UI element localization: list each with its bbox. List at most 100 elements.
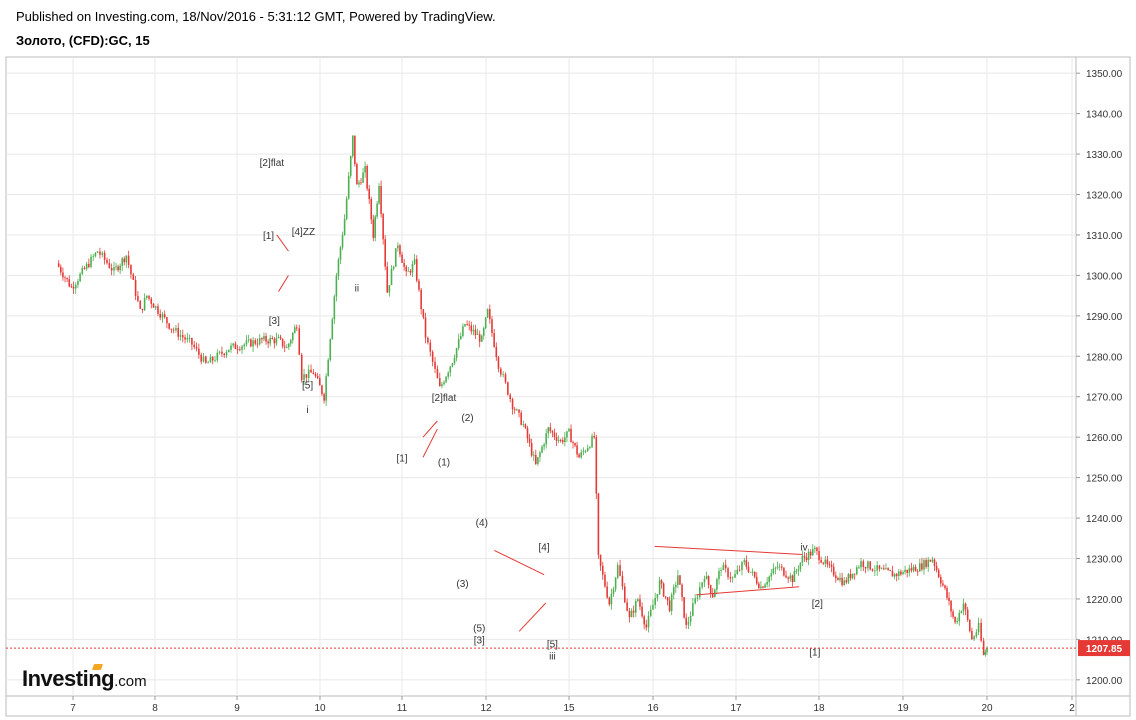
- candle-body: [356, 164, 358, 185]
- candle-body: [944, 585, 946, 589]
- candle-body: [429, 342, 432, 352]
- candle-body: [770, 573, 773, 577]
- candle-body: [397, 245, 399, 249]
- wave-trend-line: [494, 549, 545, 576]
- candle-body: [64, 277, 66, 279]
- candle-body: [256, 343, 259, 345]
- candle-body: [933, 559, 936, 566]
- candle-body: [413, 259, 416, 264]
- candle-body: [150, 298, 153, 304]
- candle-body: [486, 309, 489, 318]
- candle-body: [634, 601, 637, 613]
- candle-body: [431, 351, 434, 362]
- wave-label: (3): [456, 579, 468, 590]
- candle-body: [374, 216, 377, 238]
- candle-body: [843, 580, 845, 585]
- candle-body: [822, 562, 825, 564]
- candle-body: [137, 295, 139, 301]
- logo-domain: .com: [114, 673, 147, 690]
- candle-body: [163, 314, 166, 318]
- candle-body: [880, 568, 883, 570]
- candle-body: [101, 252, 104, 255]
- candle-body: [561, 440, 564, 443]
- candle-body: [245, 340, 248, 345]
- candle-body: [564, 437, 566, 443]
- candle-body: [906, 569, 908, 573]
- candle-body: [785, 575, 787, 578]
- candle-body: [119, 265, 121, 271]
- y-tick-label: 1300.00: [1086, 271, 1123, 282]
- candle-body: [175, 327, 177, 331]
- candle-body: [422, 309, 425, 318]
- candle-body: [424, 317, 427, 338]
- candle-body: [211, 357, 214, 361]
- candle-body: [427, 337, 429, 343]
- candle-body: [869, 561, 872, 570]
- wave-label: [2]flat: [432, 393, 457, 404]
- candle-body: [134, 279, 137, 296]
- y-tick-label: 1200.00: [1086, 676, 1123, 687]
- candle-body: [57, 263, 60, 267]
- candle-body: [958, 612, 961, 622]
- candle-body: [468, 324, 470, 326]
- candle-body: [701, 582, 703, 588]
- candle-body: [205, 356, 207, 363]
- candle-body: [466, 324, 468, 325]
- candle-body: [614, 577, 617, 590]
- candle-body: [711, 593, 714, 598]
- candle-body: [439, 378, 441, 387]
- wave-label: [3]: [474, 635, 485, 646]
- candle-body: [384, 239, 386, 267]
- candles: [57, 135, 988, 657]
- candle-body: [946, 588, 948, 598]
- candle-body: [265, 335, 267, 342]
- candle-body: [776, 566, 779, 568]
- candle-body: [181, 335, 184, 338]
- candle-body: [161, 314, 164, 318]
- x-tick-label: 9: [234, 703, 240, 714]
- candle-body: [720, 570, 722, 571]
- candle-body: [177, 327, 180, 337]
- candle-body: [223, 353, 226, 356]
- wave-trend-line: [278, 275, 289, 292]
- candle-body: [390, 268, 393, 286]
- candle-body: [493, 333, 495, 347]
- wave-trend-line: [696, 586, 800, 596]
- candle-body: [184, 337, 186, 340]
- candle-body: [279, 336, 282, 339]
- candle-body: [927, 559, 929, 567]
- candle-body: [368, 188, 370, 199]
- candle-body: [912, 566, 915, 571]
- candle-body: [378, 186, 380, 204]
- candle-body: [847, 574, 850, 583]
- candle-body: [273, 339, 276, 344]
- candle-body: [360, 182, 362, 184]
- candle-body: [772, 568, 775, 574]
- candle-body: [762, 586, 764, 588]
- candle-body: [453, 357, 456, 364]
- x-tick-label: 11: [397, 703, 408, 714]
- candle-body: [258, 338, 261, 345]
- candle-body: [386, 266, 389, 293]
- x-tick-label: 15: [563, 703, 575, 714]
- wave-label: ii: [355, 284, 359, 295]
- candle-body: [528, 438, 531, 443]
- candle-body: [168, 323, 170, 329]
- investing-logo[interactable]: Investing.com: [22, 664, 147, 692]
- candle-body: [900, 571, 902, 575]
- candle-body: [929, 559, 932, 562]
- candle-body: [532, 454, 535, 456]
- wave-label: [2]flat: [260, 158, 285, 169]
- candle-body: [152, 303, 155, 308]
- candle-body: [148, 295, 150, 299]
- candle-body: [816, 547, 818, 551]
- candle-body: [586, 447, 589, 452]
- candle-body: [115, 266, 117, 268]
- candle-body: [874, 570, 876, 572]
- candle-body: [576, 445, 578, 455]
- candle-body: [749, 571, 752, 573]
- candle-body: [191, 337, 193, 345]
- candle-body: [826, 559, 829, 565]
- candle-body: [349, 156, 352, 176]
